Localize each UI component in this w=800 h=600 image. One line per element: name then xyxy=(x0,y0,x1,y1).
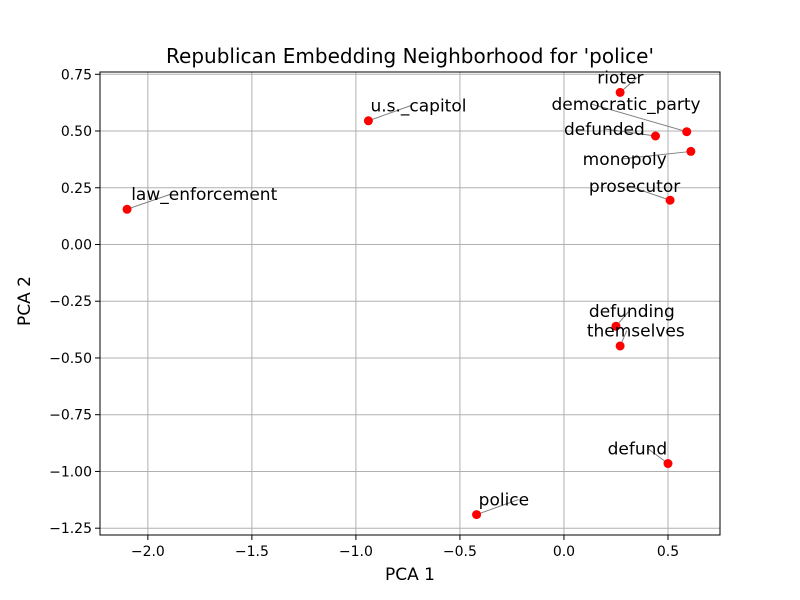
point-label: law_enforcement xyxy=(131,185,277,205)
y-tick-label: −0.50 xyxy=(49,351,92,367)
y-tick-label: −0.25 xyxy=(49,294,92,310)
x-axis-label: PCA 1 xyxy=(385,565,435,585)
data-point xyxy=(665,195,675,205)
x-tick-label: −2.0 xyxy=(131,544,165,560)
y-ticks: 0.75 0.50 0.25 0.00 −0.25 −0.50 −0.75 −1.00 −1.2… xyxy=(49,67,100,537)
label-leader-line xyxy=(603,128,656,137)
y-tick-label: −1.25 xyxy=(49,521,92,537)
point-label: defunding xyxy=(589,302,675,322)
y-axis-label: PCA 2 xyxy=(15,276,35,326)
label-leader-line xyxy=(476,499,519,516)
data-point xyxy=(472,510,482,520)
x-ticks: −2.0 −1.5 −1.0 −0.5 0.0 0.5 xyxy=(131,535,679,560)
y-tick-label: −0.75 xyxy=(49,408,92,424)
data-point xyxy=(363,116,373,126)
point-label: democratic_party xyxy=(551,95,700,115)
label-leader-line xyxy=(368,105,411,122)
x-tick-label: 0.5 xyxy=(657,544,679,560)
chart-title: Republican Embedding Neighborhood for 'p… xyxy=(166,44,654,68)
grid-lines xyxy=(100,72,720,535)
point-label: monopoly xyxy=(583,150,667,170)
label-leader-line xyxy=(622,150,691,160)
x-tick-label: −1.0 xyxy=(339,544,373,560)
point-label: prosecutor xyxy=(589,177,680,197)
plot-frame xyxy=(99,71,721,536)
x-tick-label: −0.5 xyxy=(443,544,477,560)
point-label: police xyxy=(479,490,529,510)
data-point xyxy=(615,87,625,97)
point-label: u.s._capitol xyxy=(370,97,466,117)
point-label: rioter xyxy=(597,68,643,88)
leader-lines xyxy=(126,76,691,516)
y-tick-label: 0.00 xyxy=(61,237,92,253)
data-point xyxy=(611,321,621,331)
x-tick-label: −1.5 xyxy=(235,544,269,560)
data-point xyxy=(615,341,625,351)
data-point xyxy=(122,204,132,214)
data-point xyxy=(682,127,692,137)
y-tick-label: 0.50 xyxy=(61,124,92,140)
point-label: defund xyxy=(608,439,668,459)
point-labels: rioter u.s._capitol democratic_partydefund… xyxy=(131,68,700,510)
label-leader-line xyxy=(591,103,687,133)
data-point xyxy=(686,146,696,156)
y-tick-label: −1.00 xyxy=(49,464,92,480)
label-leader-line xyxy=(126,193,172,210)
data-point xyxy=(663,459,673,469)
y-tick-label: 0.75 xyxy=(61,67,92,83)
y-tick-label: 0.25 xyxy=(61,181,92,197)
point-label: defunded xyxy=(564,120,645,140)
point-label: themselves xyxy=(587,322,685,342)
x-tick-label: 0.0 xyxy=(553,544,575,560)
label-leader-line xyxy=(628,185,671,201)
data-points xyxy=(122,87,696,520)
data-point xyxy=(651,131,661,141)
